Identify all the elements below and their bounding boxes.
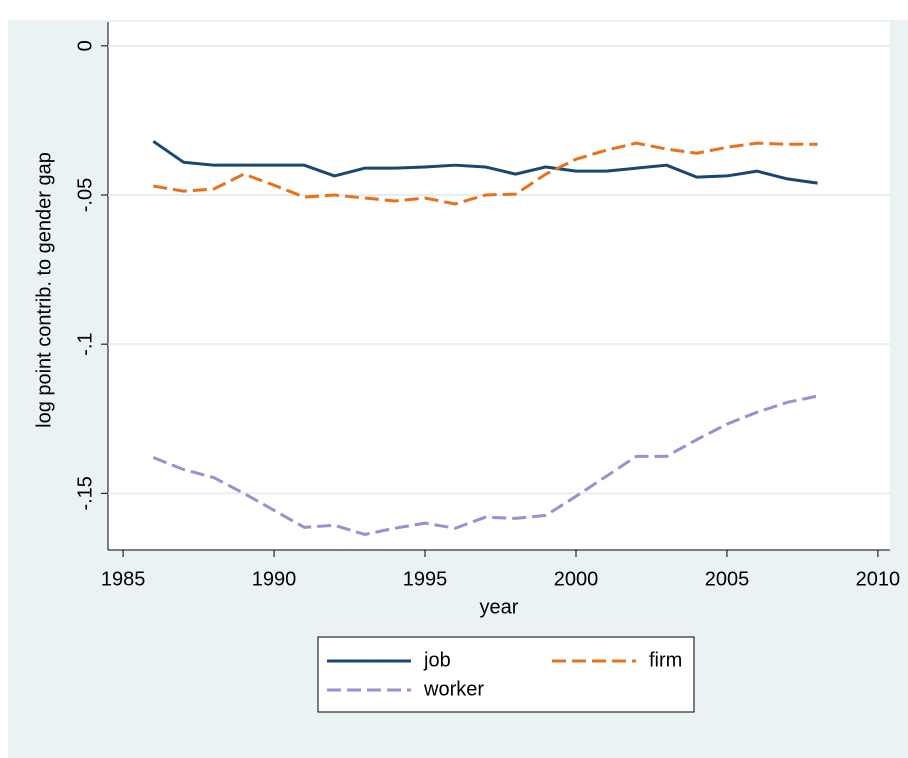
legend	[317, 636, 695, 713]
y-tick-label: -.1	[74, 332, 96, 355]
x-tick-label: 1990	[252, 568, 297, 590]
x-tick-label: 1985	[101, 568, 146, 590]
x-axis-label: year	[480, 596, 519, 618]
x-tick-label: 2010	[856, 568, 901, 590]
legend-label: worker	[423, 678, 484, 700]
line-series	[153, 141, 818, 206]
legend-label: job	[423, 649, 451, 671]
plot-area	[108, 22, 890, 550]
y-tick-label: 0	[74, 40, 96, 51]
y-tick-label: -.05	[74, 178, 96, 212]
line-series	[152, 140, 818, 185]
line-series	[152, 394, 818, 536]
legend-label: firm	[649, 649, 682, 671]
x-tick-label: 2000	[554, 568, 599, 590]
y-axis-label: log point contrib. to gender gap	[33, 152, 55, 428]
x-tick-label: 1995	[403, 568, 448, 590]
x-tick-label: 2005	[705, 568, 750, 590]
y-tick-label: -.15	[74, 476, 96, 510]
